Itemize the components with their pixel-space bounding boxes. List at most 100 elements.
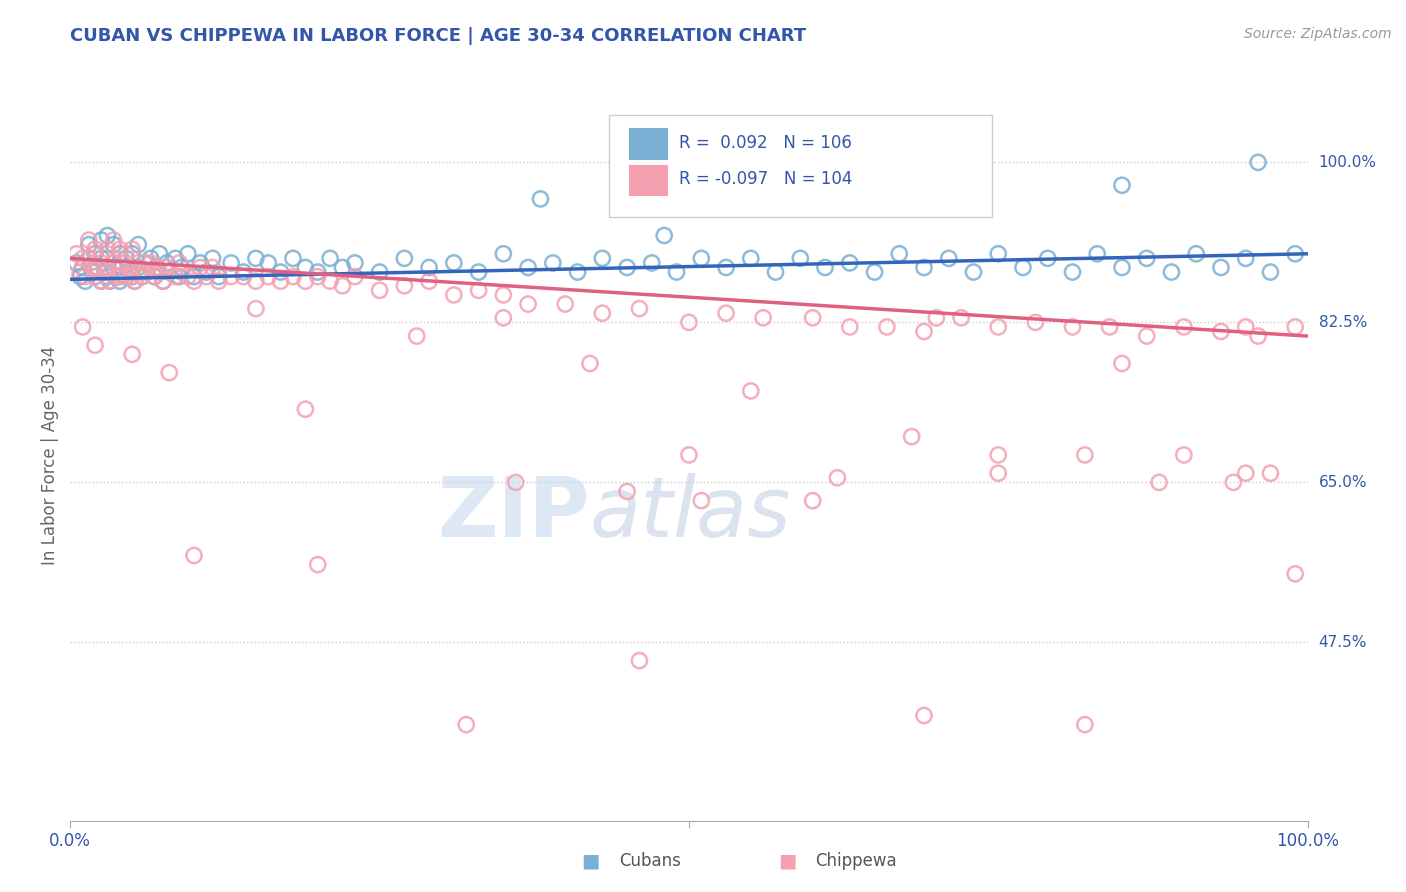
Point	[139, 256, 162, 270]
Point	[90, 274, 112, 288]
Point	[1012, 260, 1035, 275]
Point	[65, 256, 87, 270]
Point	[579, 356, 602, 371]
Point	[912, 325, 935, 339]
Point	[146, 260, 169, 275]
Point	[82, 260, 104, 275]
Point	[652, 228, 675, 243]
Point	[115, 269, 138, 284]
Point	[146, 260, 169, 275]
Point	[307, 558, 329, 572]
Point	[1209, 260, 1232, 275]
Point	[108, 242, 131, 256]
Point	[1209, 325, 1232, 339]
Text: ■: ■	[581, 851, 600, 871]
Point	[157, 265, 180, 279]
Point	[84, 269, 107, 284]
Point	[232, 269, 254, 284]
Point	[938, 252, 960, 266]
Point	[789, 252, 811, 266]
Point	[115, 269, 138, 284]
Point	[912, 260, 935, 275]
Point	[987, 466, 1010, 480]
Text: R = -0.097   N = 104: R = -0.097 N = 104	[679, 170, 852, 188]
Point	[148, 246, 170, 260]
Point	[1062, 265, 1084, 279]
Point	[245, 301, 267, 316]
Point	[456, 717, 478, 731]
Point	[121, 347, 143, 361]
Point	[1036, 252, 1059, 266]
Point	[72, 320, 94, 334]
Point	[188, 256, 211, 270]
Point	[105, 269, 128, 284]
Point	[801, 493, 824, 508]
Point	[208, 269, 231, 284]
Point	[591, 306, 613, 320]
Point	[96, 269, 118, 284]
Point	[405, 329, 427, 343]
Point	[157, 265, 180, 279]
Point	[1260, 265, 1282, 279]
Point	[121, 269, 143, 284]
Point	[72, 260, 94, 275]
Point	[270, 274, 292, 288]
Point	[1284, 246, 1306, 260]
Point	[554, 297, 576, 311]
Point	[616, 260, 638, 275]
Text: Cubans: Cubans	[619, 852, 681, 870]
Point	[740, 384, 762, 398]
Point	[492, 310, 515, 325]
Point	[75, 274, 97, 288]
Point	[90, 274, 112, 288]
Bar	[630, 129, 666, 159]
Point	[863, 265, 886, 279]
Point	[281, 252, 304, 266]
Point	[281, 269, 304, 284]
Point	[131, 269, 153, 284]
Point	[208, 274, 231, 288]
Point	[1085, 246, 1108, 260]
Point	[270, 265, 292, 279]
Point	[1185, 246, 1208, 260]
Point	[294, 260, 316, 275]
Point	[492, 246, 515, 260]
Point	[628, 654, 651, 668]
Point	[96, 252, 118, 266]
Point	[167, 256, 190, 270]
Point	[1234, 252, 1257, 266]
Point	[1098, 320, 1121, 334]
Point	[394, 252, 416, 266]
Point	[529, 192, 551, 206]
Point	[307, 269, 329, 284]
Point	[111, 260, 134, 275]
Point	[1062, 320, 1084, 334]
Point	[115, 246, 138, 260]
Point	[987, 448, 1010, 462]
Text: 47.5%: 47.5%	[1319, 635, 1367, 650]
Point	[69, 265, 91, 279]
Point	[136, 265, 159, 279]
Point	[541, 256, 564, 270]
Point	[201, 260, 224, 275]
Point	[838, 320, 860, 334]
Point	[108, 269, 131, 284]
Point	[75, 269, 97, 284]
Point	[77, 252, 100, 266]
Point	[183, 269, 205, 284]
Text: ZIP: ZIP	[437, 473, 591, 554]
Point	[157, 366, 180, 380]
Point	[343, 269, 366, 284]
Point	[332, 260, 354, 275]
Point	[343, 256, 366, 270]
Point	[90, 233, 112, 247]
Point	[567, 265, 589, 279]
Point	[1260, 466, 1282, 480]
Text: CUBAN VS CHIPPEWA IN LABOR FORCE | AGE 30-34 CORRELATION CHART: CUBAN VS CHIPPEWA IN LABOR FORCE | AGE 3…	[70, 27, 807, 45]
Point	[195, 265, 218, 279]
Point	[219, 269, 242, 284]
Point	[90, 246, 112, 260]
Point	[118, 265, 141, 279]
Point	[131, 269, 153, 284]
Point	[77, 237, 100, 252]
